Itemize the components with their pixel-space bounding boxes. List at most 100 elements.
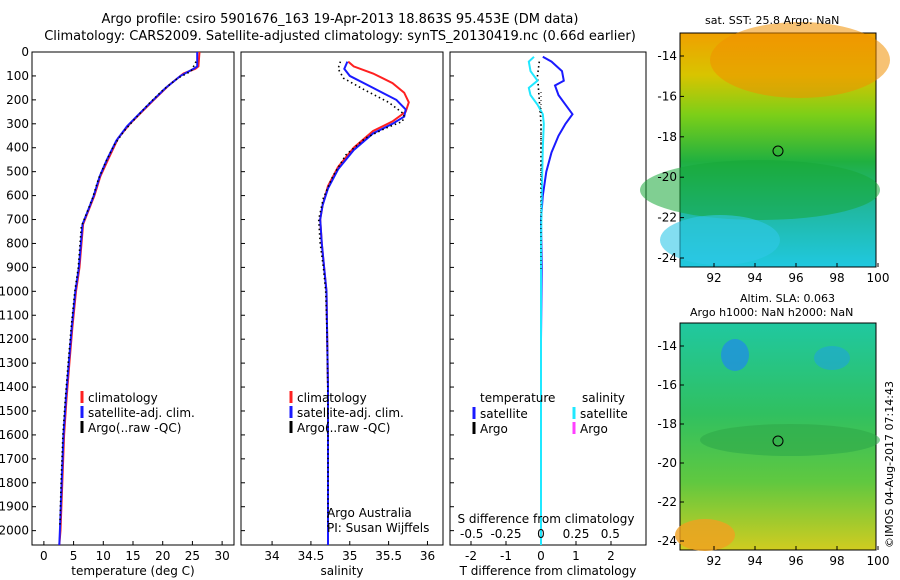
map-x-tick-label: 92 bbox=[706, 554, 721, 568]
depth-tick-label: 1300 bbox=[0, 356, 29, 370]
difference-panel: -2 -1 0 1 2T difference from climatology temp… bbox=[450, 52, 646, 578]
depth-tick-label: 0 bbox=[21, 45, 29, 59]
map-x-tick-label: 96 bbox=[788, 554, 803, 568]
depth-tick-label: 600 bbox=[6, 189, 29, 203]
profile-charts: 0100200300400500600700800900100011001200… bbox=[0, 0, 900, 580]
sst-cyan-patch bbox=[660, 215, 780, 265]
x-axis-label: temperature (deg C) bbox=[71, 564, 194, 578]
map-y-tick-label: -14 bbox=[657, 49, 677, 63]
x2-tick-label: 0.5 bbox=[601, 527, 620, 541]
legend-label: Argo(..raw -QC) bbox=[88, 421, 181, 435]
map-y-tick-label: -20 bbox=[657, 456, 677, 470]
sla-map-title-2: Argo h1000: NaN h2000: NaN bbox=[690, 306, 853, 319]
legend-header: temperature bbox=[480, 391, 555, 405]
timestamp-stamp: ©IMOS 04-Aug-2017 07:14:43 bbox=[883, 381, 896, 548]
x-axis-label: salinity bbox=[320, 564, 363, 578]
map-y-tick-label: -18 bbox=[657, 130, 677, 144]
x-tick-label: 5 bbox=[70, 549, 78, 563]
map-x-tick-label: 100 bbox=[867, 554, 890, 568]
map-y-tick-label: -22 bbox=[657, 211, 677, 225]
x-axis-label: T difference from climatology bbox=[459, 564, 637, 578]
legend-label: satellite bbox=[480, 407, 528, 421]
sla-map-title-1: Altim. SLA: 0.063 bbox=[740, 292, 835, 305]
temperature-panel: 0100200300400500600700800900100011001200… bbox=[0, 45, 234, 578]
depth-tick-label: 2000 bbox=[0, 524, 29, 538]
map-x-tick-label: 98 bbox=[829, 271, 844, 285]
sla-blue-spot-2 bbox=[814, 346, 850, 370]
map-y-tick-label: -16 bbox=[657, 378, 677, 392]
x-tick-label: -2 bbox=[465, 549, 477, 563]
x-tick-label: 36 bbox=[420, 549, 435, 563]
x-tick-label: 15 bbox=[125, 549, 140, 563]
legend-header: salinity bbox=[582, 391, 625, 405]
sla-yellow-patch bbox=[675, 519, 735, 551]
x-tick-label: 35.5 bbox=[375, 549, 402, 563]
x-tick-label: 34 bbox=[264, 549, 279, 563]
legend-label: Argo(..raw -QC) bbox=[297, 421, 390, 435]
sst-warm-patch bbox=[710, 22, 890, 98]
depth-tick-label: 1600 bbox=[0, 428, 29, 442]
depth-tick-label: 100 bbox=[6, 69, 29, 83]
depth-tick-label: 300 bbox=[6, 117, 29, 131]
legend-label: satellite bbox=[580, 407, 628, 421]
plot-frame bbox=[450, 52, 646, 545]
sst-map bbox=[640, 22, 890, 267]
x-tick-label: 20 bbox=[155, 549, 170, 563]
x2-tick-label: -0.5 bbox=[460, 527, 483, 541]
depth-tick-label: 1200 bbox=[0, 332, 29, 346]
sla-green-band bbox=[700, 424, 880, 456]
map-y-tick-label: -14 bbox=[657, 339, 677, 353]
depth-tick-label: 700 bbox=[6, 213, 29, 227]
credit-text: PI: Susan Wijffels bbox=[327, 521, 429, 535]
x-tick-label: 30 bbox=[214, 549, 229, 563]
legend-label: climatology bbox=[88, 391, 158, 405]
depth-tick-label: 1100 bbox=[0, 308, 29, 322]
sla-blue-spot-1 bbox=[721, 339, 749, 371]
x-tick-label: 25 bbox=[185, 549, 200, 563]
map-x-tick-label: 94 bbox=[747, 554, 762, 568]
map-y-tick-label: -18 bbox=[657, 417, 677, 431]
x-tick-label: 2 bbox=[607, 549, 615, 563]
map-x-tick-label: 92 bbox=[706, 271, 721, 285]
legend-label: Argo bbox=[480, 422, 508, 436]
depth-tick-label: 1400 bbox=[0, 380, 29, 394]
legend-label: climatology bbox=[297, 391, 367, 405]
depth-tick-label: 1700 bbox=[0, 452, 29, 466]
legend-label: satellite-adj. clim. bbox=[297, 406, 404, 420]
x2-tick-label: 0 bbox=[537, 527, 545, 541]
depth-tick-label: 1500 bbox=[0, 404, 29, 418]
x-tick-label: 0 bbox=[40, 549, 48, 563]
map-x-tick-label: 98 bbox=[829, 554, 844, 568]
x-tick-label: 34.5 bbox=[298, 549, 325, 563]
depth-tick-label: 1800 bbox=[0, 476, 29, 490]
sla-map bbox=[675, 323, 880, 551]
credit-text: Argo Australia bbox=[327, 506, 412, 520]
legend-label: satellite-adj. clim. bbox=[88, 406, 195, 420]
x-tick-label: -1 bbox=[500, 549, 512, 563]
legend-label: Argo bbox=[580, 422, 608, 436]
map-y-tick-label: -24 bbox=[657, 251, 677, 265]
depth-tick-label: 500 bbox=[6, 165, 29, 179]
map-x-tick-label: 100 bbox=[867, 271, 890, 285]
map-x-tick-label: 94 bbox=[747, 271, 762, 285]
plot-frame bbox=[241, 52, 443, 545]
x-tick-label: 35 bbox=[342, 549, 357, 563]
x-tick-label: 0 bbox=[537, 549, 545, 563]
x-tick-label: 1 bbox=[572, 549, 580, 563]
depth-tick-label: 400 bbox=[6, 141, 29, 155]
x2-axis-label: S difference from climatology bbox=[458, 512, 635, 526]
x2-tick-label: -0.25 bbox=[490, 527, 521, 541]
map-y-tick-label: -20 bbox=[657, 170, 677, 184]
depth-tick-label: 200 bbox=[6, 93, 29, 107]
map-y-tick-label: -22 bbox=[657, 495, 677, 509]
depth-tick-label: 1900 bbox=[0, 500, 29, 514]
map-y-tick-label: -24 bbox=[657, 534, 677, 548]
depth-tick-label: 1000 bbox=[0, 284, 29, 298]
depth-tick-label: 900 bbox=[6, 260, 29, 274]
map-x-tick-label: 96 bbox=[788, 271, 803, 285]
sst-map-title: sat. SST: 25.8 Argo: NaN bbox=[705, 14, 839, 27]
depth-tick-label: 800 bbox=[6, 236, 29, 250]
x2-tick-label: 0.25 bbox=[563, 527, 590, 541]
x-tick-label: 10 bbox=[96, 549, 111, 563]
salinity-panel: 34 34.5 35 35.5 36 salinity climatologysatelli… bbox=[241, 52, 443, 578]
